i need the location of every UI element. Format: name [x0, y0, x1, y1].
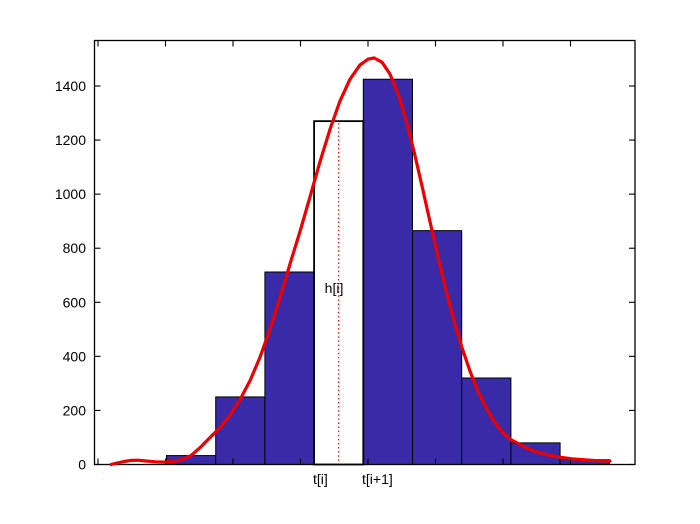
histogram-bar	[461, 377, 512, 465]
y-tick-label: 1000	[55, 186, 86, 202]
histogram-bar	[510, 442, 561, 465]
histogram-bar	[264, 271, 315, 465]
x-axis-label-ti: t[i]	[313, 471, 328, 487]
histogram-bar	[362, 78, 413, 466]
y-tick-label: 0	[78, 457, 86, 473]
histogram-bar	[412, 230, 463, 465]
y-tick-label: 400	[63, 348, 87, 364]
bar-height-label: h[i]	[324, 280, 344, 296]
histogram-bar	[215, 396, 266, 465]
axis-box	[93, 39, 636, 466]
x-axis-label-ti-plus-1: t[i+1]	[362, 471, 393, 487]
y-tick-label: 1200	[55, 132, 86, 148]
y-tick-label: 800	[63, 240, 87, 256]
density-curve	[109, 56, 612, 467]
y-tick-label: 1400	[55, 78, 86, 94]
y-tick-label: 600	[63, 294, 87, 310]
y-tick-label: 200	[63, 402, 87, 418]
